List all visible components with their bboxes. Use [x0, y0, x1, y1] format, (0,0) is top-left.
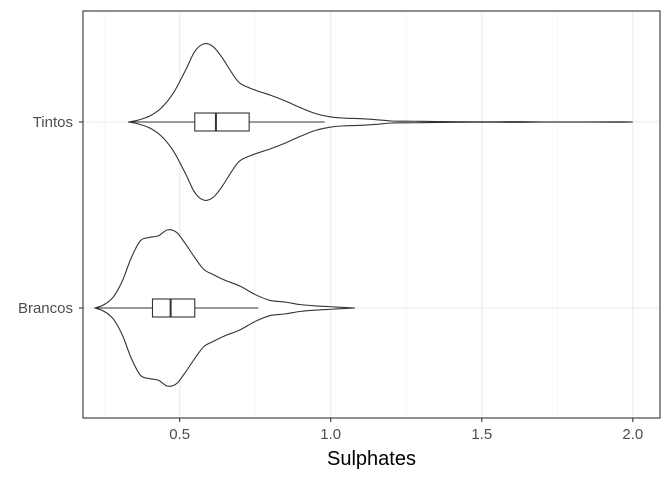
x-tick-label: 0.5: [169, 426, 190, 443]
boxplots: [95, 112, 325, 318]
axes: 0.5 1.0 1.5 2.0 Tintos Brancos: [18, 114, 643, 443]
box-tintos: [194, 112, 250, 132]
y-tick-label: Brancos: [18, 300, 73, 317]
x-tick-label: 2.0: [622, 426, 643, 443]
y-tick-label: Tintos: [33, 114, 73, 131]
violin-tintos: [128, 43, 633, 201]
x-tick-label: 1.5: [471, 426, 492, 443]
panel-border: [82, 10, 661, 419]
x-tick-label: 1.0: [320, 426, 341, 443]
box-brancos: [151, 298, 196, 318]
violins: [93, 43, 633, 387]
x-axis-title: Sulphates: [327, 448, 416, 470]
